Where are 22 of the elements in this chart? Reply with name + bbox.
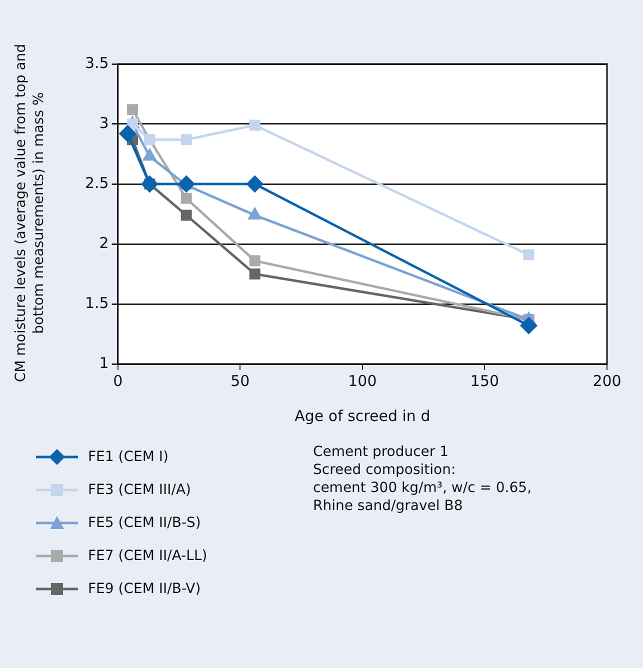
y-tick-label: 2.5 [84,174,109,192]
x-tick-label: 0 [113,372,123,390]
legend-label: FE9 (CEM II/B-V) [88,580,201,596]
y-tick-label: 2 [99,234,109,252]
y-tick-label: 1 [99,354,109,372]
legend-label: FE7 (CEM II/A-LL) [88,548,208,564]
legend-label: FE3 (CEM III/A) [88,482,192,498]
text: cement 300 kg/m³, w/c = 0.65, [313,479,532,497]
x-tick-label: 200 [592,372,622,390]
x-tick-label: 100 [348,372,377,390]
x-tick-label: 150 [470,372,500,390]
legend-label: FE1 (CEM I) [88,448,168,464]
y-tick-label: 3.5 [84,54,109,72]
x-tick-label: 50 [230,372,250,390]
text: Cement producer 1 [313,443,450,461]
y-tick-label: 1.5 [84,294,109,312]
y-tick-label: 3 [99,114,109,132]
legend-label: FE5 (CEM II/B-S) [88,514,201,530]
y-axis-title: CM moisture levels (average value from top and bottom measurements) in mass % [12,42,48,384]
text: Rhine sand/gravel B8 [313,497,464,515]
text: Screed composition: [313,461,457,479]
x-axis-title: Age of screed in d [294,406,430,425]
